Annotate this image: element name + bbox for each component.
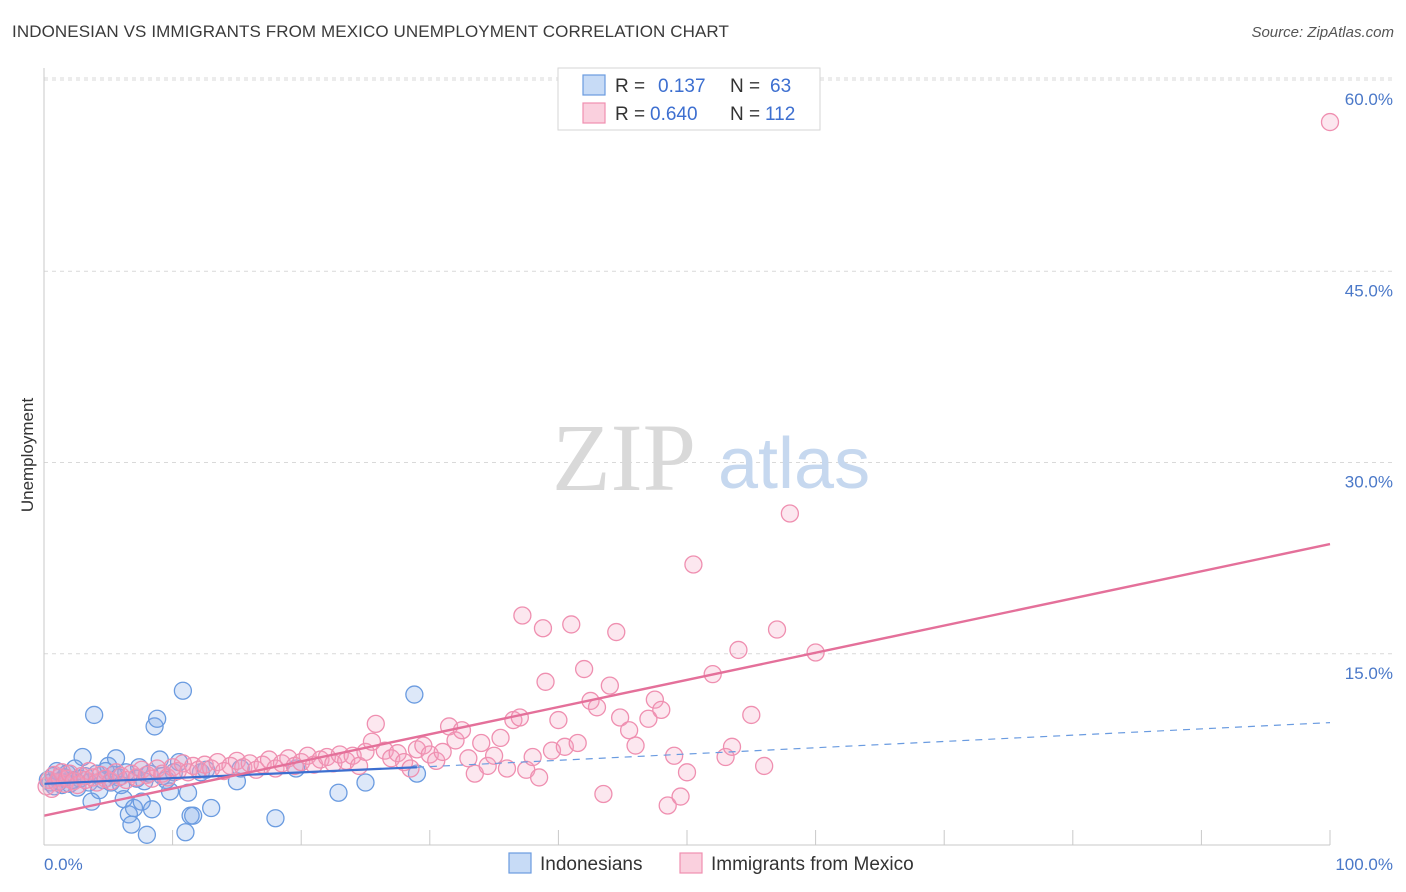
mexico-point (513, 606, 532, 625)
mexico-point (523, 747, 542, 767)
bottom-legend-label-indonesians: Indonesians (540, 854, 642, 875)
indonesians-point (173, 681, 193, 700)
source-label: Source: ZipAtlas.com (1251, 24, 1394, 41)
legend-n-value-2: 112 (765, 104, 795, 125)
trend-line-indonesians-extension (416, 722, 1331, 768)
bottom-legend-swatch-indonesians (508, 852, 532, 874)
mexico-point (780, 504, 800, 523)
bottom-legend-label-mexico: Immigrants from Mexico (711, 854, 914, 875)
mexico-point (600, 676, 619, 695)
mexico-point (658, 796, 677, 815)
mexico-point (388, 744, 407, 763)
legend-r-label-2: R = (615, 104, 645, 125)
mexico-point (742, 705, 761, 725)
mexico-point (497, 759, 517, 778)
mexico-point (684, 555, 703, 574)
mexico-point (491, 728, 510, 748)
y-tick-label: 15.0% (1345, 664, 1393, 683)
legend-r-value-2: 0.640 (650, 104, 698, 125)
mexico-point (533, 619, 553, 638)
mexico-point (433, 742, 452, 762)
chart-title: INDONESIAN VS IMMIGRANTS FROM MEXICO UNE… (12, 22, 729, 41)
legend-box: R = 0.137 N = 63 R = 0.640 N = 112 (557, 67, 821, 131)
indonesians-point (176, 823, 195, 842)
indonesians-point (122, 815, 141, 834)
legend-swatch-mexico (582, 102, 606, 124)
indonesians-point (329, 783, 348, 802)
axes: 0.0% 100.0% (43, 68, 1393, 874)
mexico-point (562, 615, 581, 634)
mexico-point (536, 672, 555, 691)
mexico-point (366, 714, 385, 734)
indonesians-point (106, 749, 126, 768)
legend-r-label-1: R = (615, 76, 645, 97)
trend-lines (43, 542, 1331, 817)
bottom-legend-swatch-mexico (679, 852, 703, 874)
mexico-point (459, 749, 478, 768)
mexico-point (568, 733, 587, 753)
indonesians-point (202, 798, 221, 818)
mexico-point (722, 737, 742, 756)
indonesians-point (266, 809, 285, 828)
indonesians-point (137, 825, 157, 844)
mexico-point (452, 721, 472, 740)
indonesians-point (356, 773, 375, 792)
mexico-point (414, 736, 433, 755)
indonesians-point (184, 806, 203, 825)
legend-n-value-1: 63 (770, 76, 791, 97)
mexico-point (729, 640, 748, 660)
watermark-zip: ZIP (552, 404, 696, 511)
mexico-point (639, 709, 658, 728)
mexico-point (472, 733, 491, 753)
mexico-point (446, 731, 465, 750)
trend-line-mexico (43, 542, 1331, 817)
indonesians-point (132, 792, 151, 811)
grid-lines: 15.0% 30.0% 45.0% 60.0% (44, 77, 1395, 683)
y-tick-label: 45.0% (1345, 281, 1393, 300)
mexico-point (607, 622, 626, 642)
mexico-point (652, 700, 671, 719)
legend-n-label-1: N = (730, 76, 760, 97)
x-tick-label-start: 0.0% (44, 855, 83, 874)
legend-swatch-indonesians (582, 74, 606, 96)
indonesians-point (85, 705, 104, 725)
mexico-point (529, 768, 549, 787)
indonesians-point (405, 685, 424, 704)
mexico-point (427, 751, 446, 770)
indonesians-point (142, 800, 162, 819)
mexico-point (549, 710, 568, 730)
indonesians-point (148, 709, 167, 728)
mexico-point (626, 736, 645, 755)
mexico-point (677, 763, 697, 782)
mexico-point (574, 659, 594, 679)
legend-n-label-2: N = (730, 104, 760, 125)
mexico-point (619, 721, 639, 740)
mexico-point (645, 690, 664, 709)
mexico-point (484, 746, 504, 765)
watermark-atlas: atlas (718, 424, 870, 504)
watermark: ZIP atlas (552, 404, 870, 511)
mexico-point (594, 784, 613, 804)
y-tick-label: 60.0% (1345, 90, 1393, 109)
x-tick-label-end: 100.0% (1335, 855, 1393, 874)
y-tick-label: 30.0% (1345, 473, 1393, 492)
legend-r-value-1: 0.137 (658, 76, 706, 97)
mexico-point (610, 708, 630, 727)
bottom-legend: Indonesians Immigrants from Mexico (508, 852, 914, 875)
mexico-point (664, 746, 684, 765)
mexico-point (755, 756, 774, 776)
mexico-point (478, 756, 497, 776)
mexico-point (767, 620, 787, 639)
mexico-point (671, 787, 690, 806)
mexico-point (1320, 112, 1340, 132)
